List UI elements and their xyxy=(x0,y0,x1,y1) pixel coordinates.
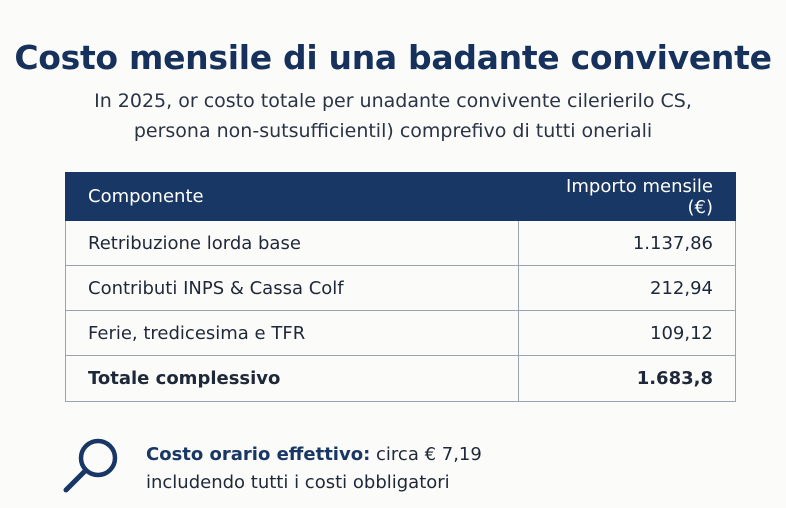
note-line-1: Costo orario effettivo: circa € 7,19 xyxy=(146,441,482,469)
table-row: Contributi INPS & Cassa Colf 212,94 xyxy=(65,265,736,311)
total-row: Totale complessivo 1.683,8 xyxy=(65,355,736,402)
table-header-row: Componente Importo mensile (€) xyxy=(65,172,736,221)
note-line-2: includendo tutti i costi obbligatori xyxy=(146,472,450,493)
page-title: Costo mensile di una badante convivente xyxy=(14,38,772,78)
row-amount: 212,94 xyxy=(518,265,736,311)
header-component: Componente xyxy=(65,172,519,221)
header-amount: Importo mensile (€) xyxy=(518,172,736,221)
subtitle: In 2025, or costo totale per unadante co… xyxy=(40,86,746,146)
note-label: Costo orario effettivo: xyxy=(146,444,371,465)
note-text: Costo orario effettivo: circa € 7,19 inc… xyxy=(146,441,482,497)
search-icon xyxy=(63,438,118,493)
row-amount: 1.137,86 xyxy=(518,220,736,266)
total-label: Totale complessivo xyxy=(65,355,519,402)
total-amount: 1.683,8 xyxy=(518,355,736,402)
row-label: Contributi INPS & Cassa Colf xyxy=(65,265,519,311)
table-row: Ferie, tredicesima e TFR 109,12 xyxy=(65,310,736,356)
row-label: Ferie, tredicesima e TFR xyxy=(65,310,519,356)
note-value: circa € 7,19 xyxy=(376,444,482,465)
hourly-cost-note: Costo orario effettivo: circa € 7,19 inc… xyxy=(60,432,660,502)
table-row: Retribuzione lorda base 1.137,86 xyxy=(65,220,736,266)
row-amount: 109,12 xyxy=(518,310,736,356)
row-label: Retribuzione lorda base xyxy=(65,220,519,266)
cost-table: Componente Importo mensile (€) Retribuzi… xyxy=(65,172,736,402)
subtitle-line-1: In 2025, or costo totale per unadante co… xyxy=(94,90,692,112)
subtitle-line-2: persona non-sutsufficientil) comprefivo … xyxy=(133,120,653,142)
